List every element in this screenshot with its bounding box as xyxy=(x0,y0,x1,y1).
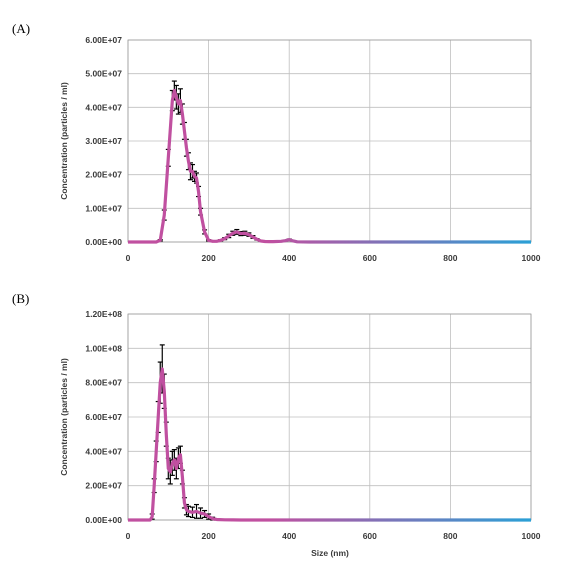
y-tick-label: 5.00E+07 xyxy=(85,69,122,79)
series-line-a xyxy=(128,88,531,244)
x-tick-label: 200 xyxy=(202,531,216,541)
x-ticks-a: 0 200 400 600 800 1000 xyxy=(126,253,541,263)
y-tick-label: 6.00E+07 xyxy=(85,412,122,422)
y-tick-label: 2.00E+07 xyxy=(85,170,122,180)
y-tick-label: 2.00E+07 xyxy=(85,481,122,491)
x-tick-label: 0 xyxy=(126,253,131,263)
x-tick-label: 200 xyxy=(202,253,216,263)
y-tick-label: 0.00E+00 xyxy=(85,515,122,525)
chart-panel-a: (A) 0.00E+00 1.00E+07 2.00E+07 3.00E+07 4.00… xyxy=(12,21,541,263)
y-tick-label: 1.00E+08 xyxy=(85,343,122,353)
x-tick-label: 600 xyxy=(363,531,377,541)
chart-panel-b: (B) 0.00E+00 2.00E+07 4.00E+07 6.00E+07 8.00… xyxy=(12,291,541,558)
x-tick-label: 1000 xyxy=(522,253,541,263)
grid-b xyxy=(127,313,532,521)
x-tick-label: 800 xyxy=(443,253,457,263)
y-axis-title-b: Concentration (particles / ml) xyxy=(59,358,69,476)
y-tick-label: 4.00E+07 xyxy=(85,102,122,112)
x-tick-label: 600 xyxy=(363,253,377,263)
panel-label-b: (B) xyxy=(12,291,29,306)
y-axis-title-a: Concentration (particles / ml) xyxy=(59,82,69,200)
y-tick-label: 1.00E+07 xyxy=(85,203,122,213)
y-tick-label: 4.00E+07 xyxy=(85,446,122,456)
x-tick-label: 1000 xyxy=(522,531,541,541)
y-tick-label: 0.00E+00 xyxy=(85,237,122,247)
y-tick-label: 6.00E+07 xyxy=(85,35,122,45)
y-tick-label: 1.20E+08 xyxy=(85,309,122,319)
y-tick-label: 3.00E+07 xyxy=(85,136,122,146)
x-tick-label: 0 xyxy=(126,531,131,541)
x-tick-label: 400 xyxy=(282,253,296,263)
y-ticks-a: 0.00E+00 1.00E+07 2.00E+07 3.00E+07 4.00E+07… xyxy=(85,35,122,247)
x-axis-title-b: Size (nm) xyxy=(311,548,349,558)
grid-a xyxy=(127,39,532,243)
panel-label-a: (A) xyxy=(12,21,30,36)
x-tick-label: 800 xyxy=(443,531,457,541)
y-tick-label: 8.00E+07 xyxy=(85,378,122,388)
x-ticks-b: 0 200 400 600 800 1000 xyxy=(126,531,541,541)
x-tick-label: 400 xyxy=(282,531,296,541)
y-ticks-b: 0.00E+00 2.00E+07 4.00E+07 6.00E+07 8.00E+07… xyxy=(85,309,122,525)
series-line-b xyxy=(128,367,531,522)
